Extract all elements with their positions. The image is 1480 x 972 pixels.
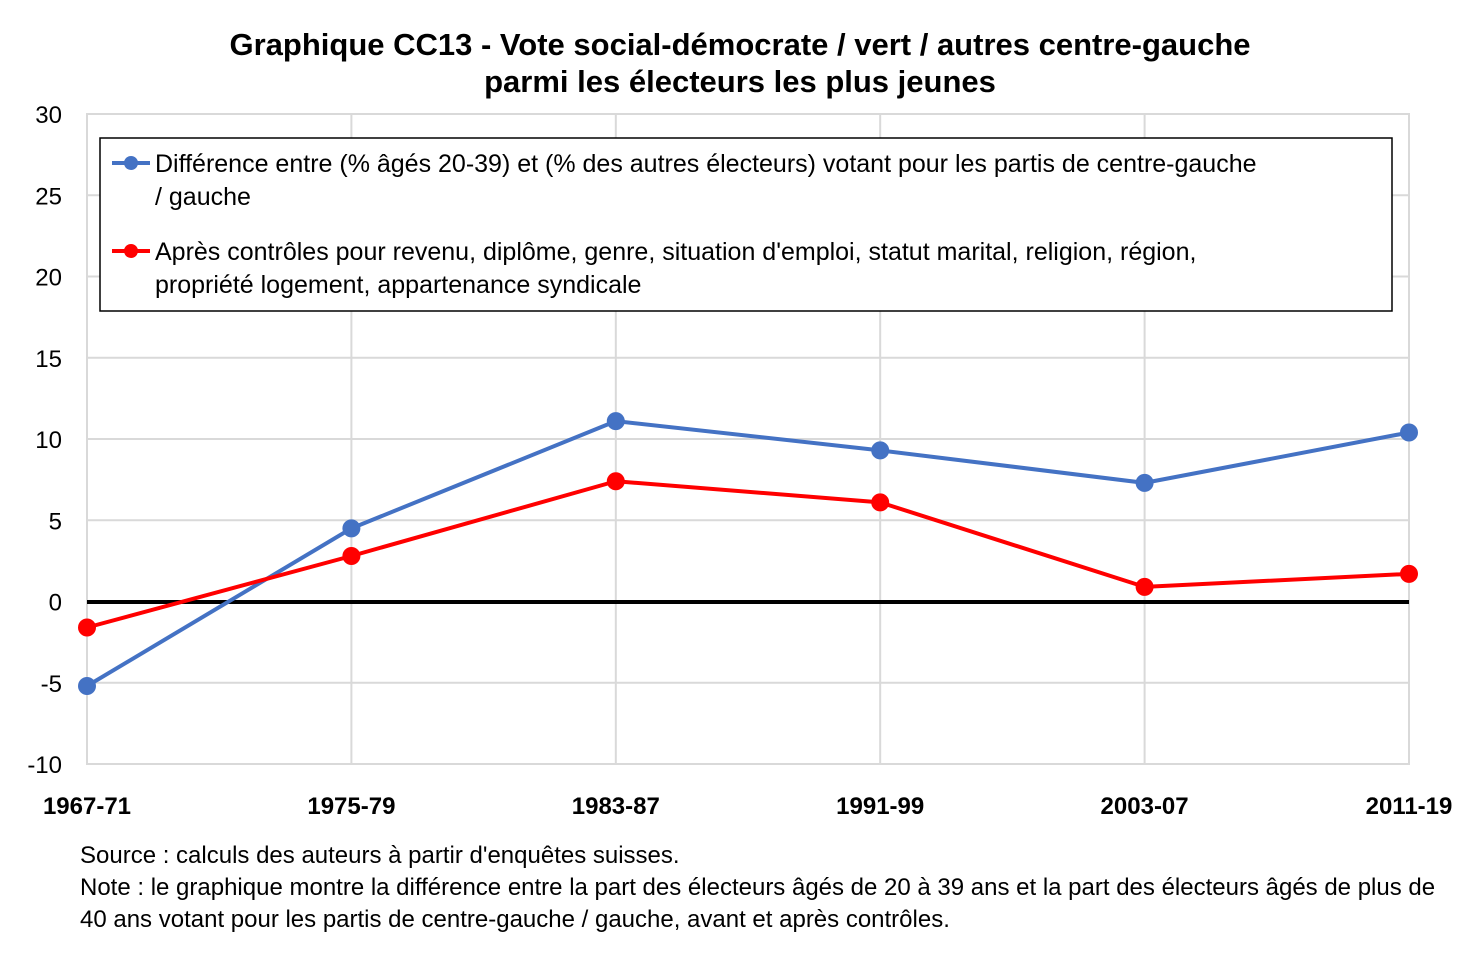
series-2-point: [606, 472, 625, 491]
explanatory-note: Note : le graphique montre la différence…: [80, 874, 1436, 933]
series-1-point: [1135, 473, 1154, 492]
y-tick-label: 5: [49, 508, 62, 535]
y-tick-label: 20: [35, 265, 62, 292]
legend-marker-dot-series-1: [124, 156, 138, 170]
legend: Différence entre (% âgés 20-39) et (% de…: [99, 137, 1393, 312]
y-tick-label: 15: [35, 346, 62, 373]
x-tick-label: 1983-87: [572, 793, 660, 820]
y-tick-label: -5: [41, 671, 62, 698]
series-1-point: [342, 519, 361, 538]
y-tick-label: -10: [27, 752, 62, 779]
x-tick-label: 2011-19: [1366, 793, 1453, 820]
x-tick-label: 1967-71: [43, 793, 131, 820]
legend-box: [99, 137, 1393, 312]
y-axis-ticks: -10 -5 0 5 10 15 20 25 30: [27, 102, 62, 779]
chart-title-line-1: Graphique CC13 - Vote social-démocrate /…: [229, 27, 1250, 62]
series-2-line: [86, 479, 1410, 630]
chart-title-line-2: parmi les électeurs les plus jeunes: [484, 64, 996, 99]
series-2-point: [78, 618, 96, 637]
series-2-point: [1135, 577, 1154, 596]
x-axis-ticks: 1967-71 1975-79 1983-87 1991-99 2003-07 2011-…: [43, 793, 1452, 820]
line-chart: Graphique CC13 - Vote social-démocrate /…: [27, 27, 1452, 820]
x-tick-label: 2003-07: [1101, 793, 1189, 820]
x-tick-label: 1975-79: [307, 793, 395, 820]
x-tick-label: 1991-99: [836, 793, 924, 820]
series-1-line: [85, 419, 1410, 688]
series-1-point: [871, 441, 890, 460]
series-2-point: [342, 547, 361, 565]
series-1-point: [1400, 423, 1418, 442]
legend-label-series-1-line-1: Différence entre (% âgés 20-39) et (% de…: [155, 150, 1257, 178]
series-2-point: [871, 493, 890, 512]
legend-marker-dot-series-2: [124, 244, 138, 258]
y-tick-label: 0: [49, 590, 62, 617]
chart-footer: Source : calculs des auteurs à partir d'…: [80, 840, 1460, 936]
source-note: Source : calculs des auteurs à partir d'…: [80, 842, 680, 869]
series-1-point: [606, 412, 625, 431]
legend-label-series-2-line-1: Après contrôles pour revenu, diplôme, ge…: [155, 238, 1196, 266]
legend-label-series-2-line-2: propriété logement, appartenance syndica…: [155, 271, 641, 299]
series-lines: [78, 412, 1418, 695]
y-tick-label: 25: [35, 183, 62, 210]
series-2-point: [1400, 564, 1418, 583]
series-1-point: [78, 677, 96, 695]
legend-label-series-1-line-2: / gauche: [155, 183, 251, 211]
y-tick-label: 30: [35, 102, 62, 129]
y-tick-label: 10: [35, 427, 62, 454]
